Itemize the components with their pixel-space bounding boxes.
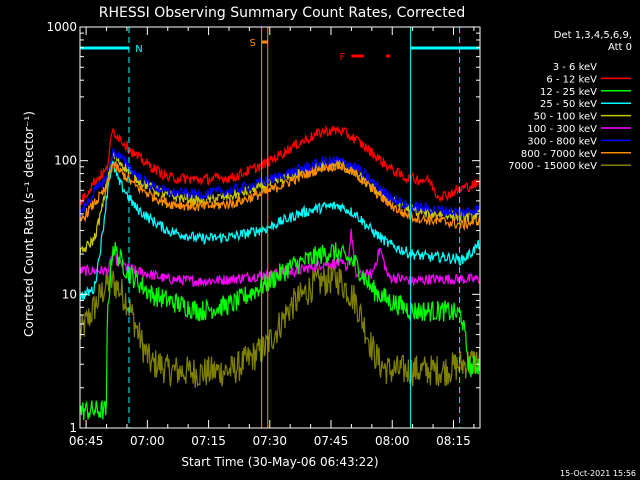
x-axis-label: Start Time (30-May-06 06:43:22) xyxy=(181,455,378,469)
x-tick-labels: 06:45 07:00 07:15 07:30 07:45 08:00 08:15 xyxy=(69,434,471,448)
x-tick-label: 07:00 xyxy=(130,434,165,448)
x-tick-label: 07:15 xyxy=(191,434,226,448)
y-tick-label: 100 xyxy=(54,154,77,168)
legend-label: 300 - 800 keV xyxy=(527,136,597,147)
x-tick-label: 06:45 xyxy=(69,434,104,448)
x-tick-label: 08:00 xyxy=(375,434,410,448)
x-tick-label: 08:15 xyxy=(436,434,471,448)
legend-label: 800 - 7000 keV xyxy=(521,149,597,160)
series-line xyxy=(79,242,481,421)
legend-header: Att 0 xyxy=(608,42,632,53)
series-line xyxy=(79,148,480,218)
y-tick-label: 10 xyxy=(62,287,77,301)
legend-label: 3 - 6 keV xyxy=(553,62,597,73)
series-line xyxy=(79,158,481,231)
series-line xyxy=(79,124,481,207)
legend-label: 100 - 300 keV xyxy=(527,124,597,135)
legend-label: 12 - 25 keV xyxy=(540,87,597,98)
y-tick-label: 1 xyxy=(69,421,77,435)
series-line xyxy=(79,263,481,389)
x-tick-label: 07:45 xyxy=(314,434,349,448)
legend-label: 7000 - 15000 keV xyxy=(508,161,597,172)
flag-label: N xyxy=(135,44,142,55)
legend-label: 6 - 12 keV xyxy=(546,74,597,85)
y-axis-label: Corrected Count Rate (s⁻¹ detector⁻¹) xyxy=(22,111,36,337)
y-tick-label: 1000 xyxy=(46,20,77,34)
axes-frame xyxy=(79,26,481,429)
flag-label: S xyxy=(249,38,255,49)
chart-title: RHESSI Observing Summary Count Rates, Co… xyxy=(99,5,465,21)
flag-label: F xyxy=(340,52,346,63)
plot-area: N S F xyxy=(79,26,481,429)
legend-label: 50 - 100 keV xyxy=(534,112,598,123)
x-tick-label: 07:30 xyxy=(252,434,287,448)
legend-header: Det 1,3,4,5,6,9, xyxy=(554,30,632,41)
footer-date: 15-Oct-2021 15:56 xyxy=(560,469,636,478)
y-tick-labels: 1 10 100 1000 xyxy=(46,20,77,435)
series-line xyxy=(79,159,481,302)
legend-label: 25 - 50 keV xyxy=(540,99,597,110)
